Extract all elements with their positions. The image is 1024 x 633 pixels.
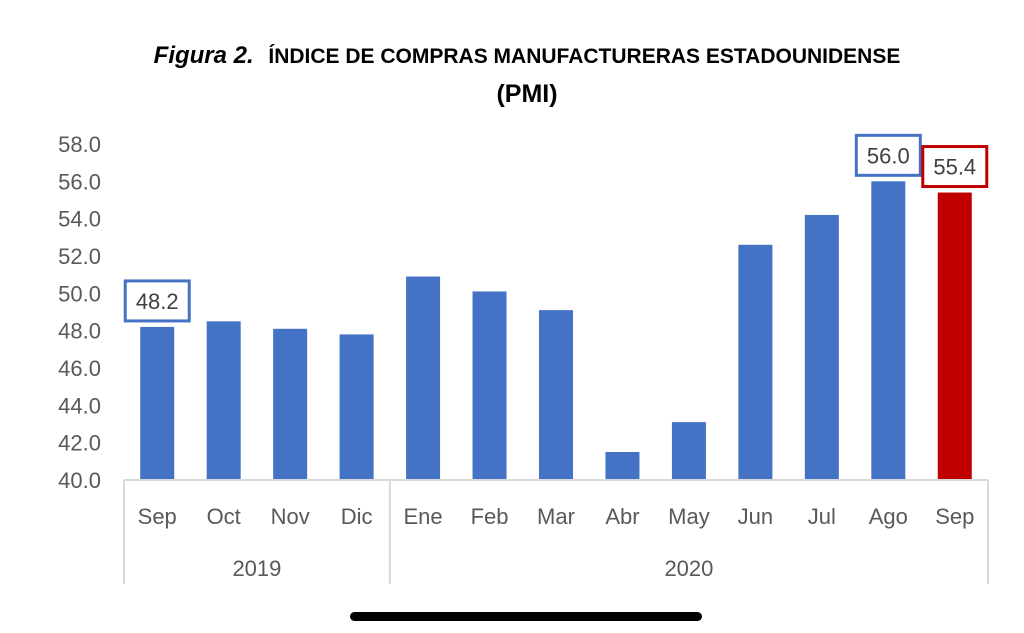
y-tick-label: 40.0 <box>58 468 101 493</box>
data-label: 56.0 <box>867 143 910 168</box>
data-label: 55.4 <box>933 155 976 180</box>
x-tick-label: Jul <box>808 504 836 529</box>
bar <box>539 310 573 480</box>
bar-highlight <box>937 192 972 481</box>
y-tick-label: 42.0 <box>58 431 101 456</box>
bar <box>472 291 507 480</box>
x-group-label: 2020 <box>664 556 713 581</box>
bar <box>804 214 839 480</box>
x-tick-label: Sep <box>935 504 974 529</box>
x-group-label: 2019 <box>232 556 281 581</box>
x-tick-label: Oct <box>207 504 241 529</box>
data-label-box <box>123 279 191 323</box>
x-tick-label: Nov <box>271 504 310 529</box>
chart-title: Figura 2. Índice de compras manufacturer… <box>154 42 901 108</box>
x-tick-label: Sep <box>138 504 177 529</box>
bar <box>339 334 374 480</box>
y-tick-label: 56.0 <box>58 169 101 194</box>
chart-title-main: Índice de compras manufactureras estadou… <box>268 45 900 68</box>
x-tick-label: Dic <box>341 504 373 529</box>
bar <box>140 326 175 480</box>
bar <box>206 321 241 480</box>
x-tick-label: Jun <box>738 504 773 529</box>
y-tick-label: 48.0 <box>58 319 101 344</box>
data-label-box <box>854 133 922 177</box>
y-tick-label: 58.0 <box>58 132 101 157</box>
bar <box>738 244 773 480</box>
x-axis: Sep Oct Nov Dic Ene Feb Mar Abr May Jun Jul Ago Sep 2… <box>123 479 989 584</box>
chart-title-line2: (PMI) <box>496 80 557 108</box>
y-tick-label: 52.0 <box>58 244 101 269</box>
data-labels-group: 48.2 56.0 55.4 <box>123 133 989 323</box>
x-tick-label: May <box>668 504 710 529</box>
x-tick-label: Ago <box>869 504 908 529</box>
y-tick-label: 44.0 <box>58 393 101 418</box>
data-label: 48.2 <box>136 289 179 314</box>
y-tick-label: 54.0 <box>58 207 101 232</box>
bars-group <box>140 181 972 481</box>
y-axis: 40.0 42.0 44.0 46.0 48.0 50.0 52.0 54.0 56.0 58.0 <box>58 132 101 493</box>
bar <box>273 328 308 480</box>
bar <box>406 276 441 480</box>
bar <box>605 452 640 480</box>
home-indicator <box>350 612 702 621</box>
data-label-box <box>921 145 989 189</box>
x-tick-label: Abr <box>605 504 639 529</box>
y-tick-label: 46.0 <box>58 356 101 381</box>
y-tick-label: 50.0 <box>58 281 101 306</box>
chart-title-prefix: Figura 2. <box>154 42 254 69</box>
x-tick-label: Mar <box>537 504 575 529</box>
x-tick-label: Feb <box>471 504 509 529</box>
x-tick-label: Ene <box>403 504 442 529</box>
chart-title-line1: Figura 2. Índice de compras manufacturer… <box>154 42 901 69</box>
bar <box>671 422 706 480</box>
bar <box>871 181 906 481</box>
